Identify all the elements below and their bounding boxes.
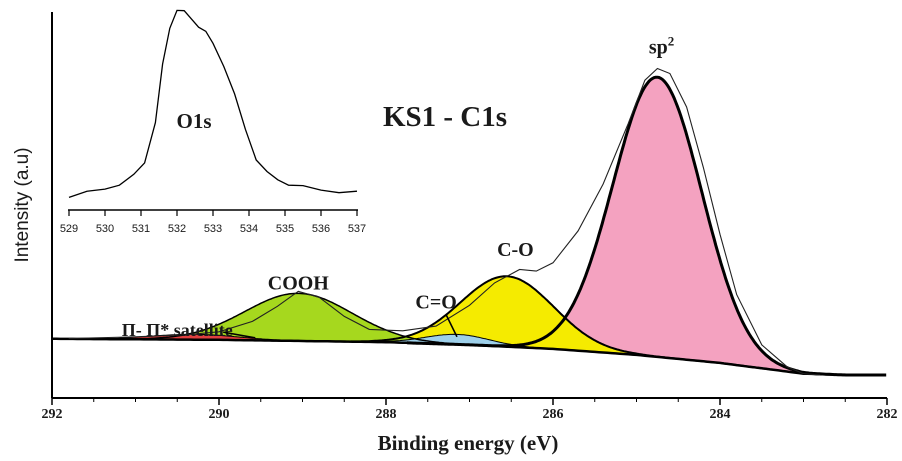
inset-x-tick-label-531: 531 <box>132 223 150 235</box>
annotations: COOH C=O C-O sp2 Π- Π* satellite <box>122 33 674 339</box>
inset-title: O1s <box>176 109 211 133</box>
peak-label-c-o: C-O <box>497 239 534 261</box>
annotation-arrow-satellite <box>223 331 256 339</box>
inset-x-tick-label-535: 535 <box>276 223 294 235</box>
peak-fill-c-o <box>246 276 768 370</box>
fit-curves <box>52 67 887 377</box>
x-tick-label-290: 290 <box>209 407 230 422</box>
peak-label-sp: sp2 <box>649 33 674 58</box>
inset-o1s-curve <box>68 9 358 199</box>
inset-x-tick-label-532: 532 <box>168 223 186 235</box>
inset-x-tick-label-533: 533 <box>204 223 222 235</box>
x-tick-label-282: 282 <box>877 407 898 422</box>
inset-x-tick-label-537: 537 <box>348 223 366 235</box>
peak-fill-sp <box>406 77 887 375</box>
inset-x-tick-label-529: 529 <box>60 223 78 235</box>
inset-x-ticks: 529 530 531 532 533 534 535 536 537 <box>60 210 366 235</box>
x-tick-label-286: 286 <box>543 407 564 422</box>
x-tick-label-292: 292 <box>42 407 63 422</box>
plot-area: 292 290 288 286 284 282 COOH C=O C-O sp2 Π- Π* sa… <box>42 12 898 422</box>
x-tick-label-284: 284 <box>710 407 731 422</box>
x-ticks: 292 290 288 286 284 282 <box>42 398 898 422</box>
x-axis-label: Binding energy (eV) <box>378 431 559 455</box>
x-tick-label-288: 288 <box>376 407 397 422</box>
inset-x-tick-label-536: 536 <box>312 223 330 235</box>
annotation-arrow-c-o <box>445 314 458 338</box>
peak-label-satellite: Π- Π* satellite <box>122 320 233 340</box>
y-axis-label: Intensity (a.u) <box>12 147 33 262</box>
baseline-curve <box>52 337 883 377</box>
inset-x-tick-label-534: 534 <box>240 223 258 235</box>
inset-x-tick-label-530: 530 <box>96 223 114 235</box>
peak-label-superscript: 2 <box>668 33 675 48</box>
o1s-inset: 529 530 531 532 533 534 535 536 537 O1s <box>60 9 366 235</box>
peak-label-cooh: COOH <box>268 273 330 295</box>
peak-label-c-o: C=O <box>415 292 456 314</box>
peak-fill-c-o <box>276 334 638 355</box>
measured-spectrum-curve <box>68 67 821 376</box>
chart-title: KS1 - C1s <box>383 101 507 133</box>
